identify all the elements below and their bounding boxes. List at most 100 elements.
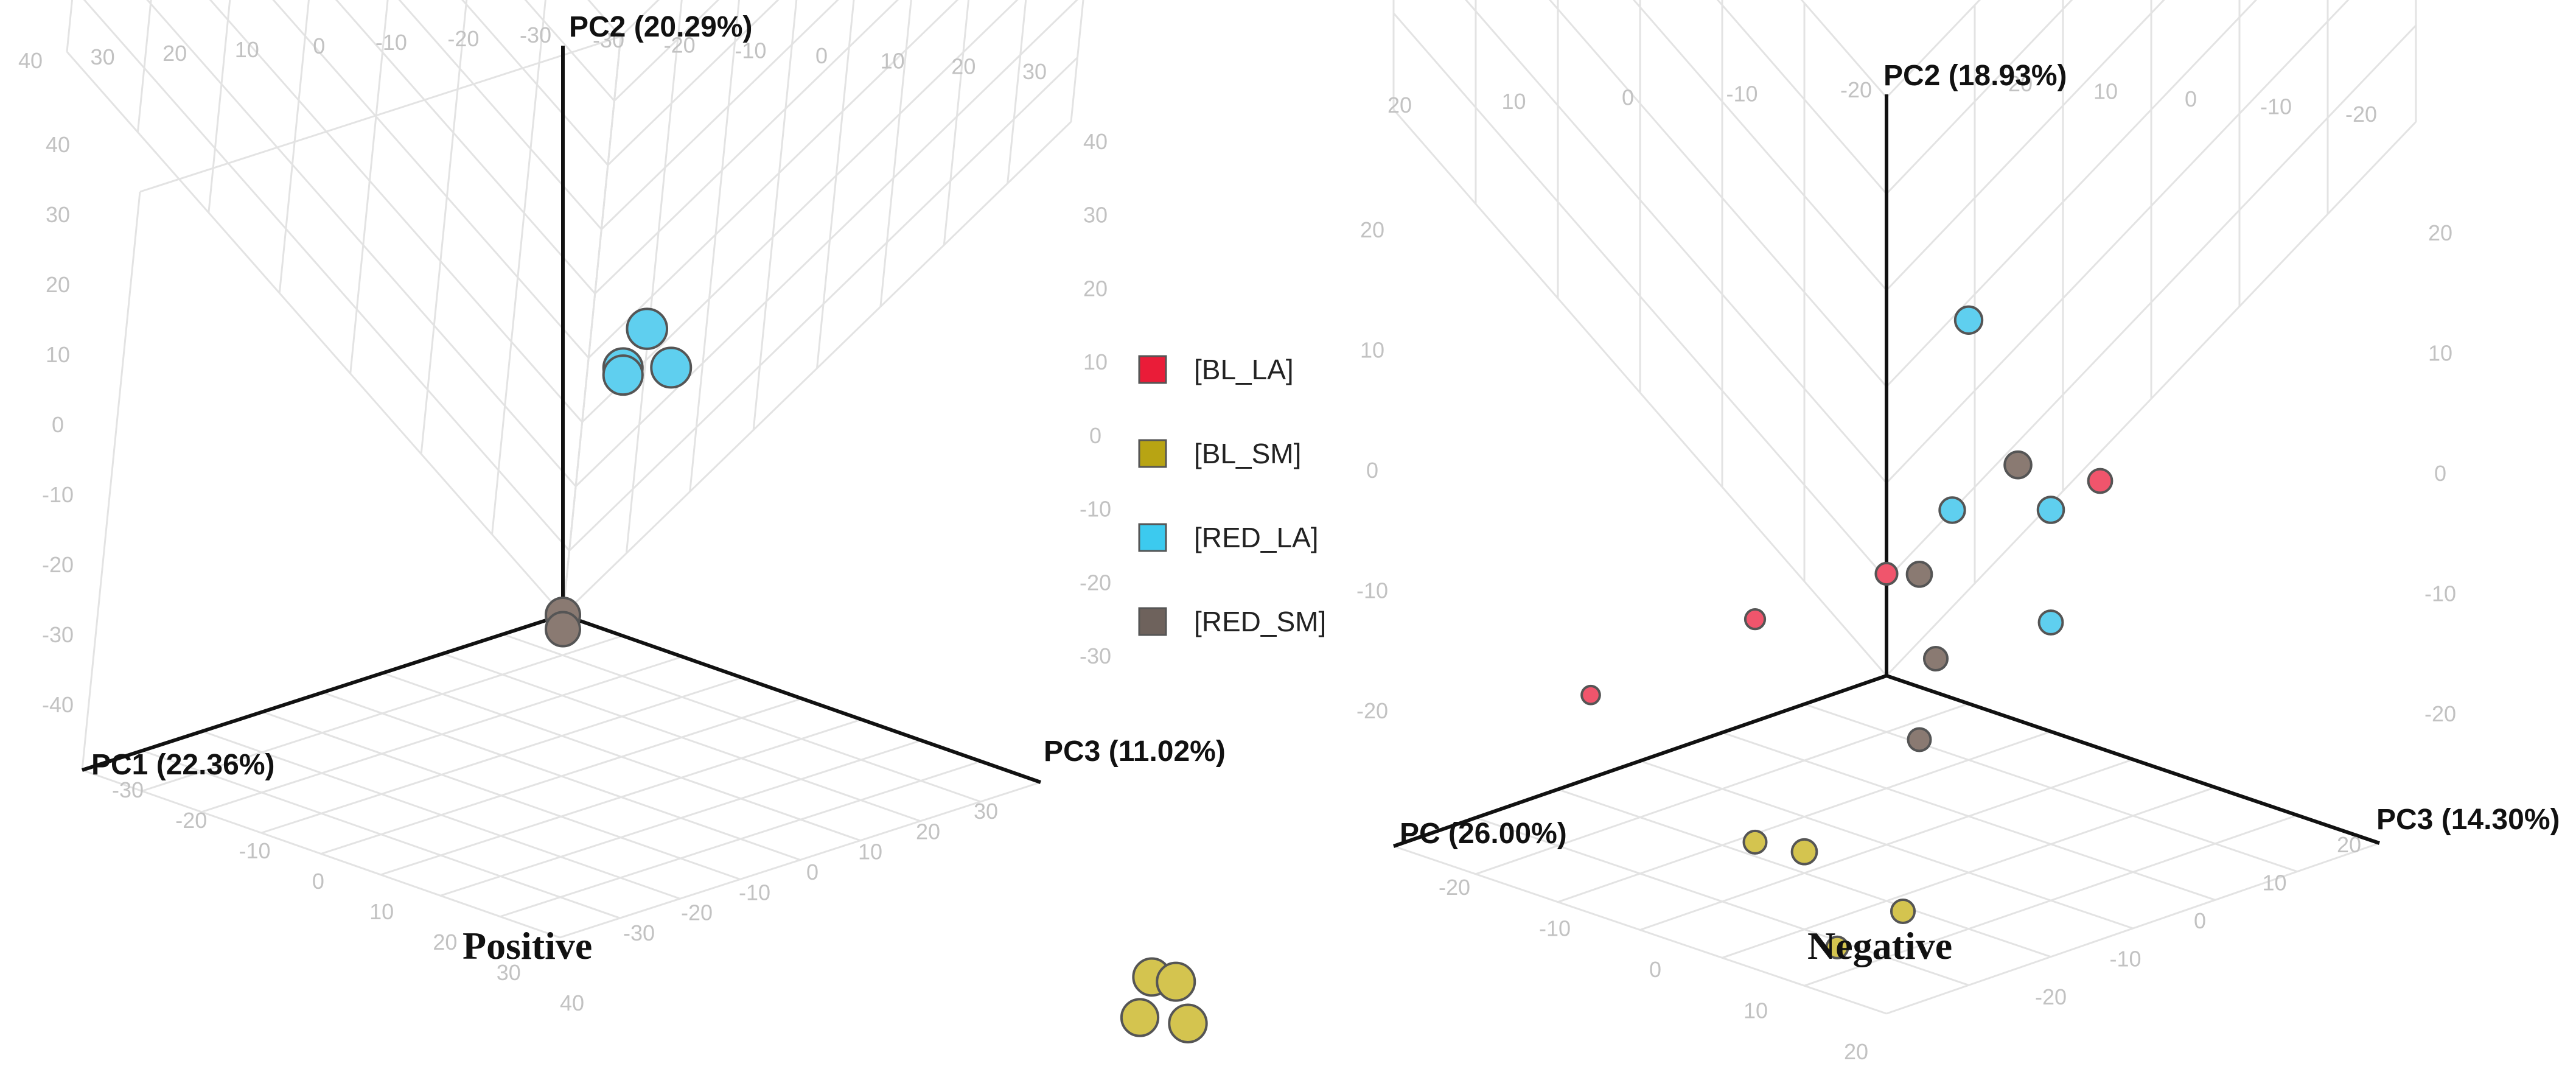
- negative-point-bl-la: [1874, 561, 1899, 586]
- negative-point-bl-sm: [1890, 898, 1916, 925]
- pos-wall-right-line: [1070, 0, 1084, 122]
- pos-floor-line: [500, 760, 982, 918]
- positive-pc3-right-tick: 30: [1083, 203, 1108, 228]
- neg-wall-left-line: [1465, 0, 1888, 484]
- pos-wall-left-line: [491, 0, 546, 535]
- neg-floor-line: [1722, 786, 2216, 959]
- positive-top-tick: -20: [447, 26, 479, 51]
- positive-pc2-tick: 40: [46, 132, 70, 157]
- negative-point-red-la: [2036, 496, 2065, 524]
- negative-panel-title: Negative: [1807, 924, 1952, 967]
- pos-grid-line: [139, 35, 621, 193]
- positive-pc2-tick: 20: [46, 272, 70, 297]
- positive-top-right-tick: 30: [1022, 59, 1047, 84]
- positive-grid: [66, 0, 1084, 939]
- positive-point-red-la: [650, 346, 693, 389]
- positive-pc2-tick: -40: [42, 692, 74, 717]
- negative-point-bl-sm: [1742, 829, 1768, 855]
- positive-pc3-right-tick: 40: [1083, 129, 1108, 154]
- pos-wall-right-line: [607, 0, 780, 166]
- pos-wall-right-line: [601, 0, 839, 230]
- negative-pc2-left-tick: 10: [1360, 338, 1384, 363]
- positive-pc3-front-tick: 30: [974, 799, 998, 824]
- pos-floor-line: [321, 698, 802, 855]
- positive-pc1-front-tick: 30: [497, 960, 521, 985]
- positive-pc3-right-tick: -20: [1080, 570, 1111, 595]
- positive-point-red-sm: [545, 611, 581, 648]
- positive-pc2-tick: -10: [42, 482, 74, 507]
- positive-pc1-front-tick: -30: [112, 777, 144, 802]
- negative-top-left-tick: 0: [1622, 85, 1634, 110]
- positive-pc3-right-tick: -30: [1080, 643, 1111, 668]
- negative-point-red-sm: [1907, 727, 1932, 752]
- negative-top-left-tick: 10: [1501, 89, 1526, 114]
- negative-top-left-tick: -20: [1840, 77, 1872, 102]
- pos-wall-left-line: [461, 0, 609, 166]
- negative-top-right-tick: -10: [2260, 94, 2292, 119]
- negative-pc2-right-tick: 20: [2428, 220, 2452, 245]
- negative-pc2-right-tick: 0: [2434, 461, 2446, 486]
- positive-pc3-axis-label: PC3 (11.02%): [1044, 735, 1226, 768]
- negative-pc1-axis-label: PC (26.00%): [1400, 818, 1567, 850]
- negative-point-bl-la: [2087, 468, 2114, 494]
- legend-label: [RED_LA]: [1194, 522, 1319, 553]
- positive-pc1-front-tick: 0: [312, 869, 324, 894]
- neg-floor-line: [1886, 842, 2380, 1015]
- pos-wall-right-line: [562, 36, 622, 615]
- positive-pc3-right-tick: 10: [1083, 349, 1108, 374]
- negative-pc2-left-tick: -20: [1356, 698, 1388, 723]
- pos-wall-right-line: [625, 0, 683, 553]
- neg-wall-left-line: [1716, 0, 1888, 195]
- pos-floor-line: [380, 718, 862, 876]
- pos-grid-line: [81, 191, 141, 771]
- positive-pc3-front-tick: 20: [916, 819, 940, 844]
- neg-wall-right-line: [1885, 0, 2165, 291]
- pos-wall-right-line: [581, 0, 1019, 423]
- positive-pc3-right-tick: -10: [1080, 497, 1111, 522]
- legend: [BL_LA] [BL_SM] [RED_LA] [RED_SM]: [1138, 354, 1326, 637]
- negative-pc3-front-tick: 0: [2194, 908, 2206, 933]
- pos-floor-line: [440, 739, 922, 897]
- positive-pc2-tick: -30: [42, 622, 74, 647]
- legend-label: [RED_SM]: [1194, 606, 1326, 637]
- neg-wall-right-line: [1885, 0, 2350, 484]
- neg-wall-left-line: [1392, 12, 1888, 580]
- positive-pc2-tick: 10: [46, 342, 70, 367]
- positive-pc3-front-tick: 10: [858, 839, 882, 864]
- negative-pc1-front-tick: -10: [1539, 916, 1571, 941]
- positive-top-right-tick: -30: [593, 27, 624, 52]
- negative-pc1-front-tick: 10: [1744, 998, 1768, 1023]
- negative-pc3-front-tick: 20: [2337, 832, 2361, 857]
- pos-wall-left-line: [278, 0, 310, 293]
- positive-point-bl-sm: [1168, 1003, 1208, 1043]
- negative-point-bl-la: [1580, 684, 1601, 706]
- negative-pc1-front-tick: -20: [1439, 875, 1470, 900]
- positive-tick-labels: 40 30 20 10 0 -10 -20 -30 -40 40 30 20 10 0 -10 -20 -30 4…: [18, 23, 1111, 1015]
- neg-floor-line: [1475, 703, 1969, 875]
- negative-pc3-front-tick: 10: [2262, 871, 2286, 895]
- negative-pc3-front-tick: -20: [2035, 984, 2067, 1009]
- positive-pc1-front-tick: -10: [239, 838, 271, 863]
- negative-tick-labels: 20 10 0 -10 -20 20 10 0 -10 -20 20 10 0 -10 -20 20 10 0 -1…: [1356, 71, 2456, 1064]
- pos-floor-line: [201, 656, 683, 813]
- negative-pc3-front-tick: -10: [2109, 947, 2141, 972]
- positive-top-right-tick: 0: [815, 43, 828, 68]
- pos-wall-right-line: [879, 0, 912, 307]
- pos-floor-line: [559, 781, 1041, 939]
- legend-swatch: [1138, 439, 1167, 468]
- negative-point-red-la: [1953, 305, 1984, 335]
- negative-top-right-tick: 0: [2185, 86, 2197, 111]
- pos-wall-left-line: [335, 0, 596, 295]
- neg-wall-right-line: [1885, 0, 2258, 388]
- legend-label: [BL_LA]: [1194, 354, 1294, 385]
- negative-pc2-right-tick: -20: [2424, 701, 2456, 726]
- positive-axes: [82, 46, 1041, 784]
- positive-pc1-front-tick: -20: [175, 808, 207, 833]
- positive-top-right-tick: -20: [664, 33, 696, 58]
- positive-panel-title: Positive: [462, 924, 592, 967]
- neg-wall-left-line: [1548, 0, 1888, 387]
- neg-wall-right-line: [1885, 121, 2417, 677]
- negative-top-left-tick: -10: [1726, 81, 1757, 106]
- positive-pc1-front-tick: 20: [433, 930, 457, 955]
- positive-top-right-tick: 10: [881, 49, 905, 74]
